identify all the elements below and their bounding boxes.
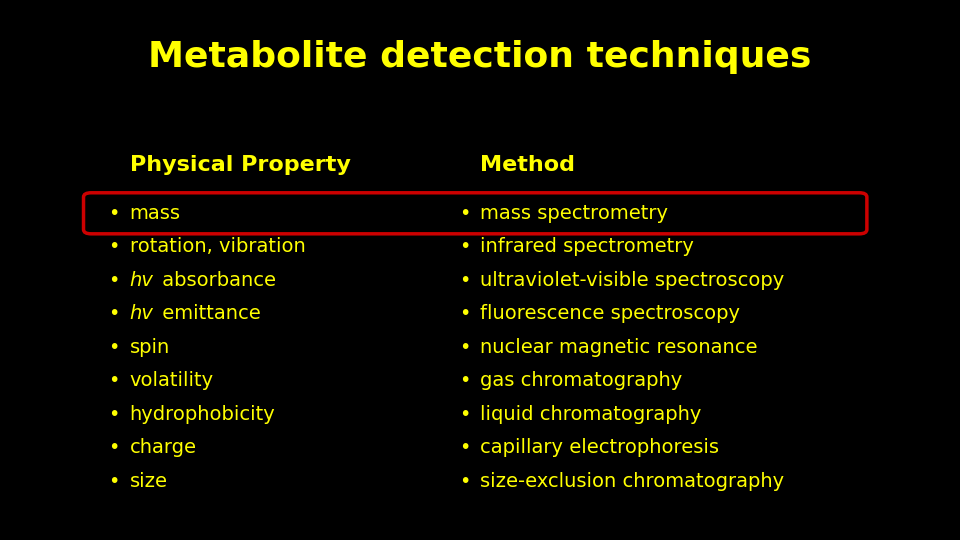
Text: •: • <box>459 237 470 256</box>
Text: liquid chromatography: liquid chromatography <box>480 404 702 424</box>
Text: •: • <box>108 471 120 491</box>
Text: hv: hv <box>130 304 154 323</box>
Text: Physical Property: Physical Property <box>130 154 350 175</box>
Text: ultraviolet-visible spectroscopy: ultraviolet-visible spectroscopy <box>480 271 784 290</box>
Text: fluorescence spectroscopy: fluorescence spectroscopy <box>480 304 740 323</box>
Text: •: • <box>108 304 120 323</box>
Text: mass spectrometry: mass spectrometry <box>480 204 668 223</box>
Text: capillary electrophoresis: capillary electrophoresis <box>480 438 719 457</box>
Text: •: • <box>459 371 470 390</box>
Text: •: • <box>108 404 120 424</box>
Text: spin: spin <box>130 338 170 357</box>
Text: infrared spectrometry: infrared spectrometry <box>480 237 694 256</box>
Text: nuclear magnetic resonance: nuclear magnetic resonance <box>480 338 757 357</box>
Text: •: • <box>459 404 470 424</box>
Text: gas chromatography: gas chromatography <box>480 371 683 390</box>
Text: volatility: volatility <box>130 371 214 390</box>
Text: •: • <box>459 204 470 223</box>
Text: emittance: emittance <box>156 304 261 323</box>
Text: rotation, vibration: rotation, vibration <box>130 237 305 256</box>
Text: mass: mass <box>130 204 180 223</box>
Text: charge: charge <box>130 438 197 457</box>
Text: •: • <box>108 338 120 357</box>
Text: •: • <box>108 204 120 223</box>
Text: hv: hv <box>130 271 154 290</box>
Text: •: • <box>459 271 470 290</box>
Text: •: • <box>108 271 120 290</box>
Text: •: • <box>108 237 120 256</box>
Text: •: • <box>108 438 120 457</box>
Text: •: • <box>108 371 120 390</box>
Text: absorbance: absorbance <box>156 271 276 290</box>
Text: size-exclusion chromatography: size-exclusion chromatography <box>480 471 784 491</box>
Text: Metabolite detection techniques: Metabolite detection techniques <box>148 40 812 73</box>
Text: Method: Method <box>480 154 575 175</box>
Text: hydrophobicity: hydrophobicity <box>130 404 276 424</box>
Text: size: size <box>130 471 168 491</box>
Text: •: • <box>459 304 470 323</box>
Text: •: • <box>459 438 470 457</box>
Text: •: • <box>459 471 470 491</box>
Text: •: • <box>459 338 470 357</box>
